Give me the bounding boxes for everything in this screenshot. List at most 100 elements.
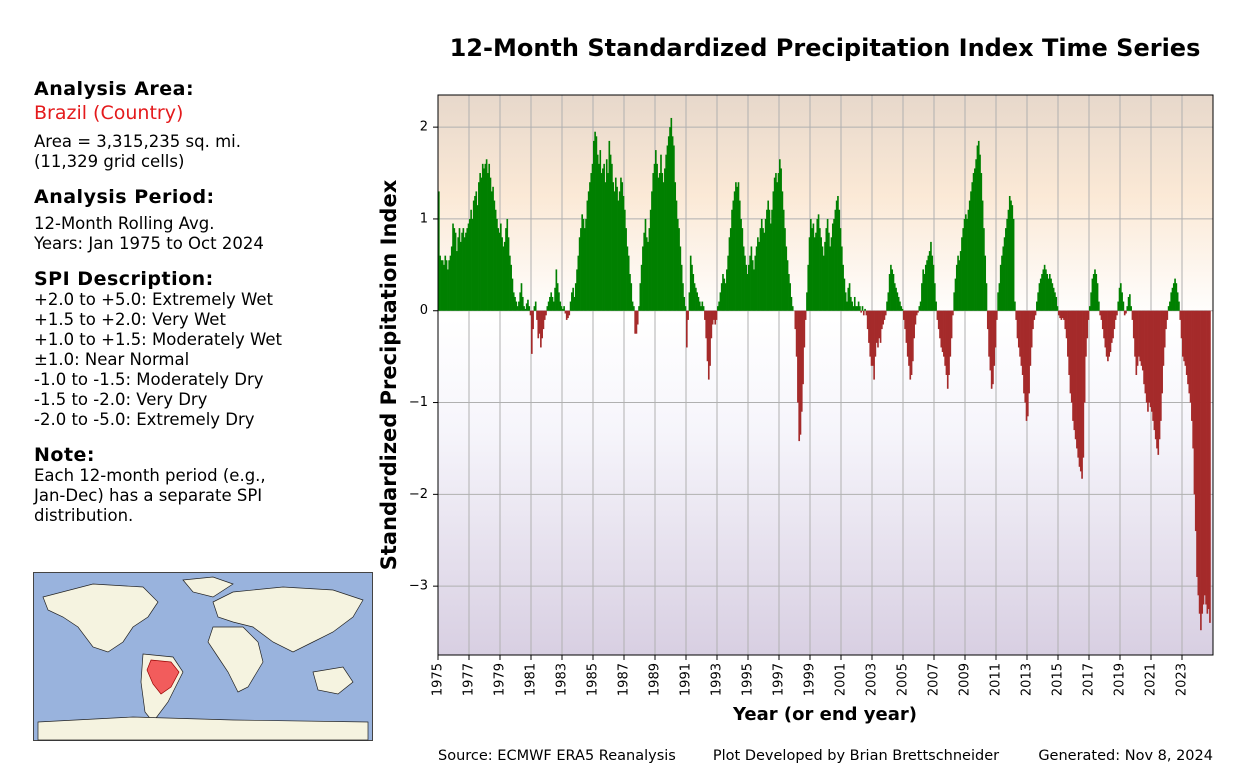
bar — [1089, 306, 1091, 311]
bar — [542, 310, 545, 330]
bar — [479, 173, 481, 311]
bar — [954, 278, 957, 311]
bar — [1129, 294, 1131, 311]
bar — [1055, 296, 1058, 311]
bar — [757, 237, 759, 311]
bar — [1149, 310, 1152, 408]
bar — [790, 296, 793, 311]
bar — [569, 301, 572, 311]
bar — [786, 260, 789, 311]
bar — [1037, 292, 1039, 311]
bar — [856, 306, 859, 311]
text-line: -1.5 to -2.0: Very Dry — [34, 390, 208, 409]
heading: Analysis Area: — [34, 78, 195, 100]
bar — [636, 310, 639, 325]
bar — [895, 287, 897, 311]
bar — [600, 173, 603, 311]
x-tick-label: 2015 — [1051, 663, 1066, 696]
bar — [643, 232, 646, 311]
bar — [438, 191, 440, 311]
x-axis-label: Year (or end year) — [732, 704, 917, 725]
bar — [598, 163, 600, 311]
bar — [896, 292, 899, 311]
bar — [905, 310, 908, 343]
bar — [826, 218, 829, 311]
bar — [630, 283, 633, 311]
bar — [976, 145, 979, 311]
text-line: +2.0 to +5.0: Extremely Wet — [34, 290, 274, 309]
bar — [614, 177, 617, 311]
bar — [948, 310, 950, 375]
bar — [810, 218, 812, 311]
x-tick-label: 2007 — [927, 663, 942, 696]
bar — [568, 310, 571, 316]
bar — [868, 310, 870, 343]
bar — [1175, 283, 1178, 311]
bar — [1069, 310, 1072, 394]
bar — [684, 306, 687, 311]
bar — [767, 200, 770, 311]
bar — [604, 182, 607, 311]
bar — [617, 200, 620, 311]
bar — [771, 209, 773, 311]
bar — [1073, 310, 1076, 431]
bar — [812, 223, 815, 311]
bar — [599, 150, 602, 311]
bar — [1068, 310, 1070, 375]
bar — [773, 177, 776, 311]
bar — [1130, 306, 1132, 311]
bar — [669, 127, 671, 311]
bar — [842, 264, 844, 311]
bar — [749, 255, 751, 311]
bar — [497, 228, 500, 311]
bar — [613, 191, 616, 311]
bar — [961, 237, 963, 311]
bar — [828, 232, 830, 311]
bar — [459, 241, 462, 311]
bar — [665, 154, 667, 311]
bar — [656, 163, 658, 311]
bar — [1117, 301, 1120, 311]
bar — [760, 218, 763, 311]
bar — [466, 228, 469, 311]
bar — [971, 182, 974, 311]
bar — [1078, 310, 1081, 467]
bar — [1131, 310, 1134, 320]
bar — [648, 228, 651, 311]
bar — [906, 310, 909, 357]
text-line: distribution. — [34, 506, 134, 525]
bar — [1050, 278, 1052, 311]
heading: Note: — [34, 444, 96, 466]
bar — [1194, 310, 1197, 532]
bar — [974, 168, 976, 311]
bar — [1006, 218, 1008, 311]
bar — [1206, 310, 1209, 614]
bar — [957, 255, 959, 311]
bar — [515, 301, 518, 311]
source: Source: ECMWF ERA5 Reanalysis — [438, 748, 676, 764]
bar — [528, 306, 531, 311]
area-name: Brazil (Country) — [34, 102, 184, 124]
bar — [625, 228, 627, 311]
bar — [1076, 310, 1078, 449]
bar — [996, 310, 998, 320]
bar — [1182, 310, 1184, 357]
bar — [874, 310, 877, 357]
bar — [642, 246, 644, 311]
bar — [626, 246, 629, 311]
bar — [870, 310, 873, 366]
bar — [710, 310, 713, 339]
bar — [695, 287, 697, 311]
bar — [1125, 310, 1127, 314]
bar — [1014, 301, 1016, 311]
bar — [718, 301, 720, 311]
bar — [1136, 310, 1139, 366]
bar — [470, 209, 472, 311]
bar — [1171, 287, 1174, 311]
bar — [1086, 310, 1089, 339]
bar — [484, 163, 487, 311]
x-tick-label: 1975 — [431, 663, 446, 696]
y-tick-label: −2 — [409, 487, 428, 502]
bar — [884, 310, 887, 316]
bar — [1034, 310, 1037, 316]
